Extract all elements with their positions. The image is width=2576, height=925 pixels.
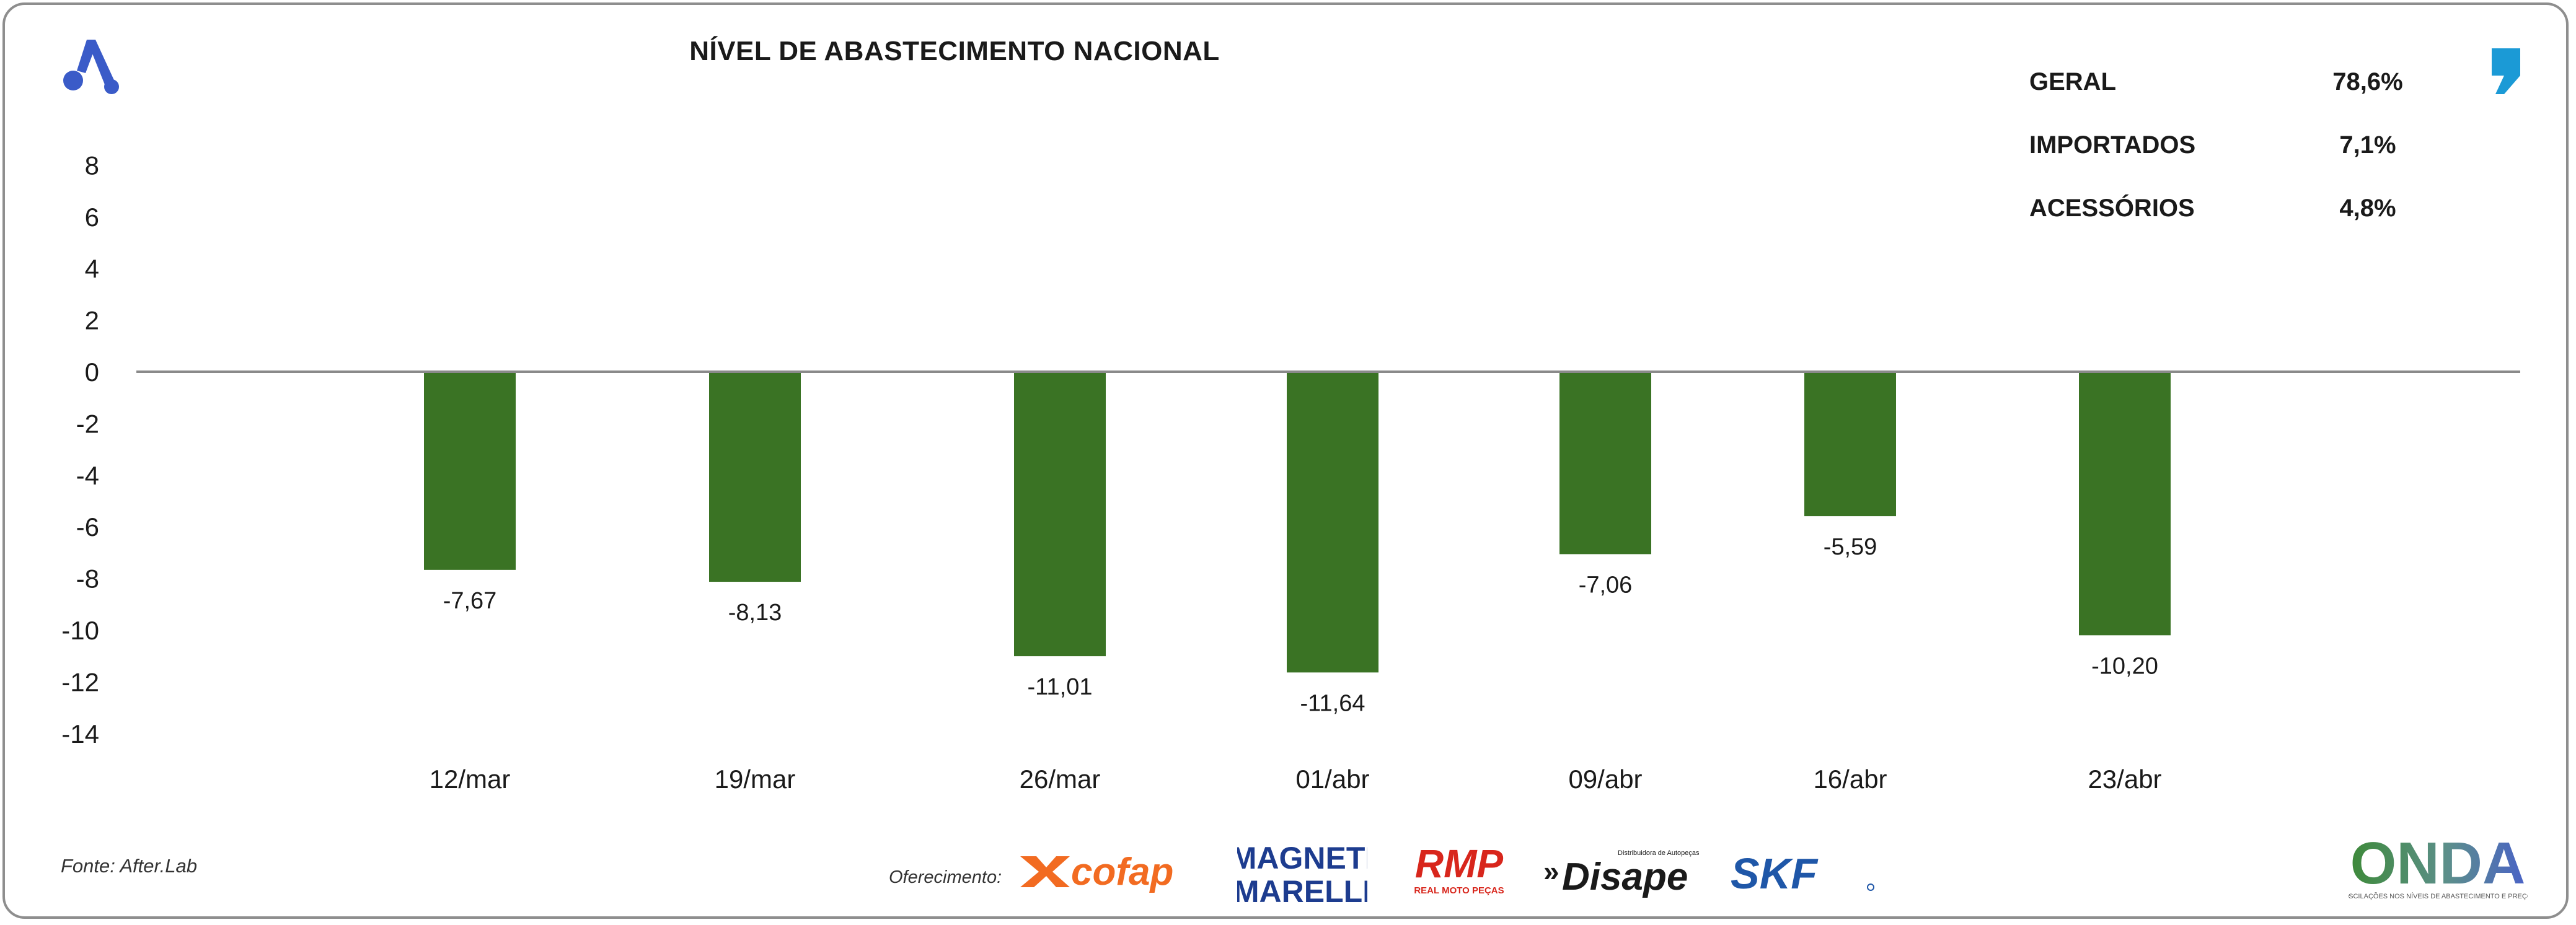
bar-09-abr [1559,372,1651,555]
a-logo-icon [63,40,119,94]
bar-19-mar [709,372,801,582]
marelli-text: MARELLI [1237,874,1367,907]
magneti-marelli-logo: MAGNETI MARELLI [1237,841,1367,907]
rmp-wordmark: RMP [1415,843,1504,886]
onda-logo: ONDA OSCILAÇÕES NOS NÍVEIS DE ABASTECIME… [2348,830,2528,900]
y-tick-label: 6 [85,203,99,232]
onda-subtitle: OSCILAÇÕES NOS NÍVEIS DE ABASTECIMENTO E… [2348,892,2528,900]
comma-quote-icon [2492,48,2520,94]
magneti-text: MAGNETI [1237,841,1367,875]
summary-table: GERAL 78,6% IMPORTADOS 7,1% ACESSÓRIOS 4… [2027,68,2411,258]
source-note: Fonte: After.Lab [61,855,197,877]
rmp-subtitle: REAL MOTO PEÇAS [1414,885,1504,896]
bar-23-abr [2079,372,2171,636]
y-tick-label: 2 [85,306,99,335]
y-tick-label: -14 [61,719,99,748]
chevron-icon: » [1543,855,1559,887]
data-label: -8,13 [728,600,782,626]
x-tick-label: 12/mar [430,765,511,794]
data-label: -5,59 [1824,534,1877,560]
summary-row-importados: IMPORTADOS 7,1% [2027,131,2411,195]
summary-row-geral: GERAL 78,6% [2027,68,2411,131]
summary-value: 4,8% [2339,195,2396,222]
y-tick-label: 8 [85,151,99,180]
y-tick-label: -12 [61,667,99,696]
data-label: -7,06 [1579,572,1633,598]
sponsor-label: Oferecimento: [889,867,1002,887]
data-label: -11,01 [1028,674,1093,700]
cofap-wordmark: cofap [1071,851,1173,893]
bar-12-mar [424,372,516,570]
x-tick-label: 16/abr [1813,765,1887,794]
skf-wordmark: SKF [1731,849,1819,897]
summary-label: IMPORTADOS [2029,131,2196,159]
y-tick-label: -6 [76,512,99,541]
data-label: -11,64 [1300,690,1365,716]
data-label: -7,67 [443,588,497,614]
x-tick-label: 26/mar [1020,765,1101,794]
data-label: -10,20 [2091,653,2158,679]
bar-chart: 8 6 4 2 0 -2 -4 -6 -8 -10 -12 -14 -7,67 12/mar -8,13 19… [61,151,2520,794]
summary-row-acessorios: ACESSÓRIOS 4,8% [2027,195,2411,258]
y-tick-label: -2 [76,409,99,438]
disape-logo: » Disape Distribuidora de Autopeças [1543,849,1700,898]
onda-wordmark: ONDA [2350,830,2526,897]
x-tick-label: 01/abr [1295,765,1369,794]
disape-wordmark: Disape [1562,856,1688,898]
y-tick-label: 0 [85,357,99,387]
summary-value: 78,6% [2332,68,2403,95]
disape-subtitle: Distribuidora de Autopeças [1618,849,1700,857]
bar-16-abr [1804,372,1896,517]
rmp-logo: RMP REAL MOTO PEÇAS [1414,843,1504,896]
y-tick-label: -4 [76,461,99,490]
summary-label: GERAL [2029,68,2116,95]
x-tick-label: 19/mar [715,765,796,794]
cofap-logo: cofap [1020,851,1173,893]
chart-title: NÍVEL DE ABASTECIMENTO NACIONAL [689,36,1220,66]
bar-26-mar [1014,372,1106,657]
summary-value: 7,1% [2339,131,2396,159]
bar-01-abr [1287,372,1378,673]
y-tick-label: -8 [76,564,99,594]
x-tick-label: 23/abr [2088,765,2161,794]
x-tick-label: 09/abr [1568,765,1642,794]
y-tick-label: -10 [61,616,99,645]
y-tick-label: 4 [85,254,99,283]
skf-logo: SKF [1731,849,1874,897]
summary-label: ACESSÓRIOS [2029,195,2195,222]
